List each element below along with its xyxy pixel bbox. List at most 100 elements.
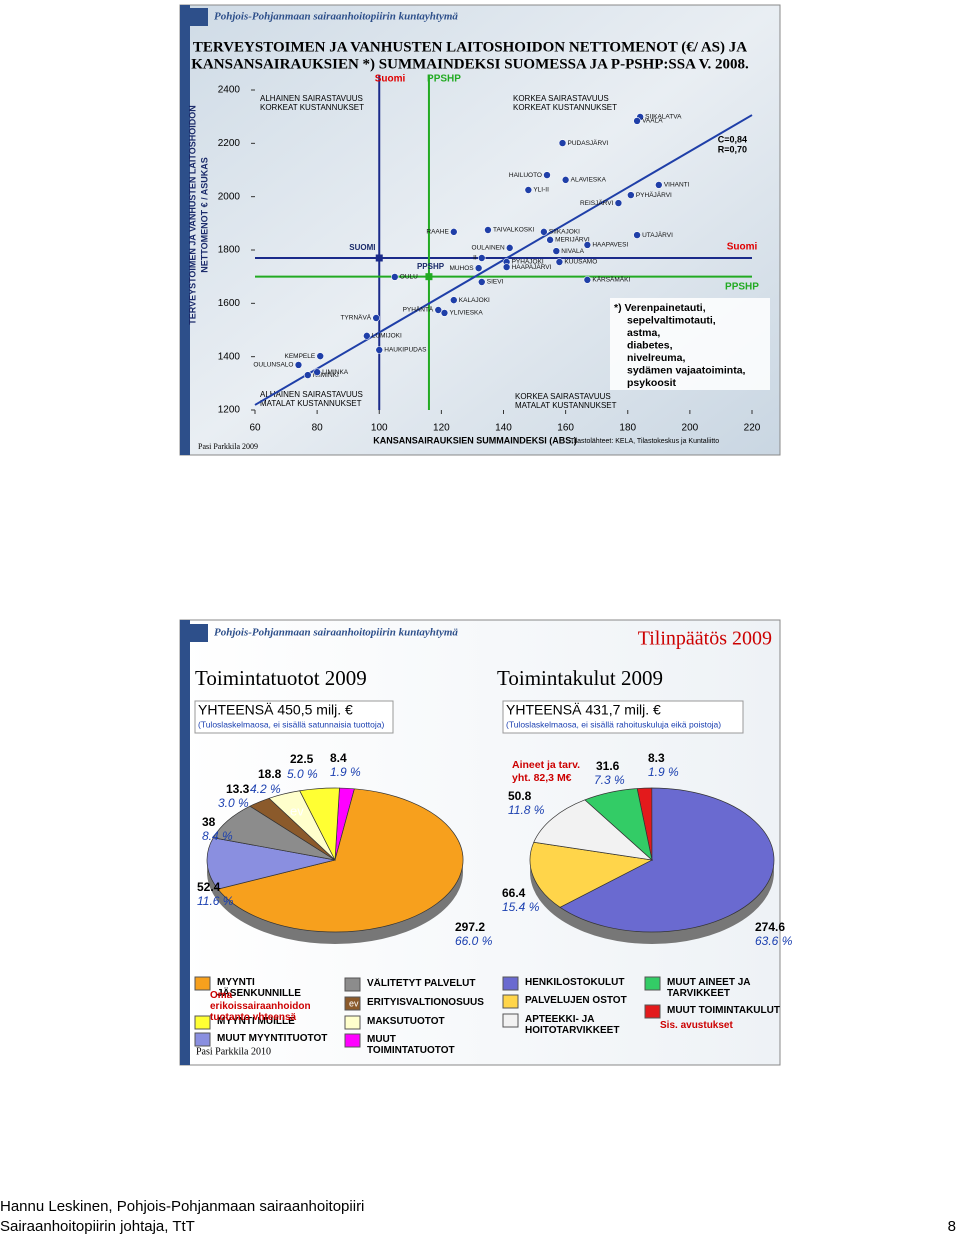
slice-share: 8.4 % bbox=[202, 829, 233, 843]
point-label: HAAPAJÄRVI bbox=[512, 263, 552, 271]
data-point bbox=[294, 361, 303, 369]
point-label: HAAPAVESI bbox=[592, 242, 628, 249]
data-point bbox=[524, 186, 533, 194]
legend-swatch bbox=[344, 996, 361, 1011]
legend-note-box: Oma erikoissairaanhoidon tuotanto yhteen… bbox=[210, 990, 311, 1020]
legend-label-box: MUUT MYYNTITUOTOT bbox=[217, 1033, 327, 1044]
y-axis-label: TERVEYSTOIMEN JA VANHUSTEN LAITOSHOIDON bbox=[187, 105, 197, 325]
point-label: LUMIJOKI bbox=[372, 333, 402, 340]
legend-swatch bbox=[502, 976, 519, 991]
legend-swatch bbox=[644, 1004, 661, 1019]
data-point bbox=[390, 273, 399, 281]
point-label: PUDASJÄRVI bbox=[568, 139, 609, 147]
point-label: LIMINKA bbox=[322, 369, 349, 376]
point-label: KEMPELE bbox=[285, 353, 316, 360]
quadrant-label: KORKEAT KUSTANNUKSET bbox=[260, 103, 364, 112]
legend-swatch bbox=[194, 976, 211, 991]
data-point bbox=[449, 296, 458, 304]
slice-value: 22.5 bbox=[290, 752, 314, 766]
legend-label: APTEEKKI- JA HOITOTARVIKKEET bbox=[525, 1014, 620, 1036]
point-label: SIEVI bbox=[487, 279, 504, 286]
data-point bbox=[540, 228, 548, 236]
slice-share: 1.9 % bbox=[330, 765, 361, 779]
y-tick-label: 1600 bbox=[218, 298, 241, 309]
pie-slice bbox=[529, 841, 654, 908]
point-label: II bbox=[473, 255, 477, 262]
slice-share: 66.0 % bbox=[455, 934, 493, 948]
footnote: diabetes, bbox=[627, 339, 673, 351]
pie-slice bbox=[559, 787, 775, 933]
data-point bbox=[440, 309, 449, 317]
quadrant-label: KORKEA SAIRASTAVUUS bbox=[513, 94, 609, 103]
legend-label-box: MUUT AINEET JA TARVIKKEET bbox=[667, 977, 751, 999]
point-label: KÄRSÄMÄKI bbox=[592, 276, 630, 284]
footnote: sepelvaltimotauti, bbox=[627, 314, 716, 326]
x-tick-label: 160 bbox=[557, 423, 574, 434]
data-point bbox=[633, 231, 641, 239]
legend-tag: ev bbox=[349, 998, 359, 1008]
data-point bbox=[627, 191, 635, 199]
footnote: astma, bbox=[627, 327, 660, 339]
logo bbox=[190, 624, 208, 642]
point-label: VIHANTI bbox=[664, 182, 690, 189]
x-tick-label: 180 bbox=[619, 423, 636, 434]
legend-swatch bbox=[344, 977, 361, 992]
data-point bbox=[583, 241, 592, 249]
point-label: TYRNÄVÄ bbox=[340, 314, 371, 322]
data-point bbox=[583, 276, 592, 284]
source: Tilastolähteet: KELA, Tilastokeskus ja K… bbox=[570, 438, 719, 445]
pie-title: Toimintakulut 2009 bbox=[497, 666, 663, 690]
y-tick-label: 2200 bbox=[218, 138, 241, 149]
slice-share: 11.8 % bbox=[508, 803, 545, 817]
slice-value: 8.3 bbox=[648, 751, 665, 765]
slice-value: 31.6 bbox=[596, 759, 620, 773]
slice-share: 5.0 % bbox=[287, 767, 318, 781]
pie-slice bbox=[533, 799, 654, 861]
legend-label: MYYNTI JÄSENKUNNILLE bbox=[217, 977, 301, 999]
legend-swatch bbox=[344, 1015, 361, 1030]
point-label: SIIKAJOKI bbox=[549, 229, 580, 236]
quadrant-label: KORKEA SAIRASTAVUUS bbox=[515, 392, 611, 401]
legend-label: VÄLITETYT PALVELUT bbox=[367, 978, 476, 989]
legend-label: PALVELUJEN OSTOT bbox=[525, 995, 627, 1006]
data-point bbox=[561, 176, 570, 184]
point-label: MUHOS bbox=[449, 265, 474, 272]
data-point bbox=[546, 236, 554, 244]
data-point bbox=[484, 226, 492, 234]
point-label: UTAJÄRVI bbox=[642, 231, 673, 239]
data-point bbox=[474, 264, 483, 272]
slice-share: 4.2 % bbox=[250, 782, 281, 796]
legend-swatch bbox=[344, 1033, 361, 1048]
legend-swatch bbox=[194, 1015, 211, 1030]
reference-point-label: SUOMI bbox=[349, 243, 375, 252]
legend-label-box: MYYNTI JÄSENKUNNILLE bbox=[217, 977, 301, 999]
slice-value: 52.4 bbox=[197, 880, 221, 894]
slice-value: 18.8 bbox=[258, 767, 282, 781]
point-label: YLIVIESKA bbox=[449, 310, 483, 317]
pie-slice bbox=[584, 788, 653, 861]
footnote-box bbox=[610, 298, 770, 390]
footer: Hannu Leskinen, Pohjois-Pohjanmaan saira… bbox=[0, 1198, 364, 1215]
quadrant-label: KORKEAT KUSTANNUKSET bbox=[513, 103, 617, 112]
legend-label: MUUT AINEET JA TARVIKKEET bbox=[667, 977, 751, 999]
point-label: KUUSAMO bbox=[564, 259, 597, 266]
slice-share: 1.9 % bbox=[648, 765, 679, 779]
data-point bbox=[543, 171, 551, 179]
quadrant-label: ALHAINEN SAIRASTAVUUS bbox=[260, 390, 363, 399]
legend-label-box: VÄLITETYT PALVELUT bbox=[367, 978, 476, 989]
legend-swatch bbox=[502, 994, 519, 1009]
reference-label: PPSHP bbox=[427, 74, 461, 85]
x-tick-label: 140 bbox=[495, 423, 512, 434]
slide1-band bbox=[180, 5, 190, 455]
logo bbox=[190, 8, 208, 26]
slice-share: 11.6 % bbox=[197, 894, 234, 908]
data-point bbox=[449, 228, 458, 236]
legend-label-box: MUUT TOIMINTATUOTOT bbox=[367, 1034, 455, 1056]
legend-label-box: APTEEKKI- JA HOITOTARVIKKEET bbox=[525, 1014, 620, 1036]
footnote: sydämen vajaatoiminta, bbox=[627, 364, 746, 376]
chart-title: KANSANSAIRAUKSIEN *) SUMMAINDEKSI SUOMES… bbox=[191, 56, 749, 72]
point-label: YLI-II bbox=[533, 187, 549, 194]
x-tick-label: 60 bbox=[249, 423, 261, 434]
